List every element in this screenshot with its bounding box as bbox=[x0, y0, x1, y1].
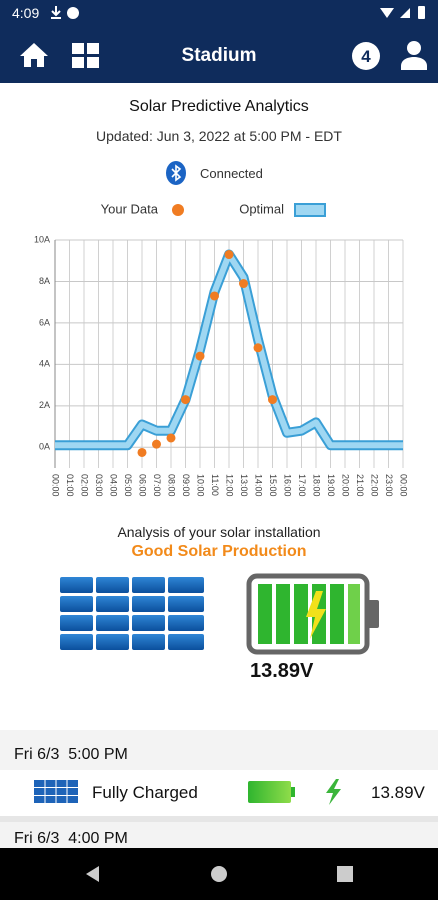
log-status: Fully Charged bbox=[92, 783, 198, 802]
x-tick-label: 22:00 bbox=[370, 474, 380, 497]
battery-graphic bbox=[246, 573, 379, 655]
notifications-button[interactable] bbox=[352, 42, 380, 70]
data-point bbox=[210, 291, 219, 301]
status-icons bbox=[51, 6, 425, 19]
log-time: Fri 6/3 4:00 PM bbox=[14, 830, 128, 847]
home-button[interactable] bbox=[20, 43, 48, 67]
x-tick-label: 21:00 bbox=[355, 474, 365, 497]
data-point bbox=[166, 433, 176, 443]
log-panel-icon bbox=[34, 780, 78, 803]
battery-voltage: 13.89V bbox=[250, 660, 314, 682]
header-title: Stadium bbox=[181, 45, 257, 66]
x-tick-label: 07:00 bbox=[152, 474, 162, 497]
y-tick-label: 10A bbox=[34, 234, 50, 244]
recents-button[interactable] bbox=[337, 866, 353, 882]
x-tick-label: 01:00 bbox=[65, 474, 75, 497]
x-tick-label: 19:00 bbox=[326, 474, 336, 497]
report-title: Solar Predictive Analytics bbox=[129, 98, 309, 115]
legend-swatch bbox=[294, 203, 326, 217]
data-point bbox=[195, 351, 205, 361]
log-divider bbox=[0, 816, 438, 822]
status-time: 4:09 bbox=[12, 5, 40, 21]
data-point bbox=[253, 343, 263, 353]
data-point bbox=[137, 447, 147, 457]
x-tick-label: 23:00 bbox=[384, 474, 394, 497]
y-tick-label: 6A bbox=[39, 317, 50, 327]
log-time: Fri 6/3 5:00 PM bbox=[14, 746, 128, 763]
header-icons bbox=[20, 6, 427, 70]
log-voltage: 13.89V bbox=[371, 783, 425, 802]
legend-label: Optimal bbox=[239, 201, 284, 216]
y-tick-label: 8A bbox=[39, 276, 50, 286]
x-tick-label: 00:00 bbox=[399, 474, 409, 497]
x-tick-label: 03:00 bbox=[94, 474, 104, 497]
x-tick-label: 09:00 bbox=[181, 474, 191, 497]
x-tick-label: 16:00 bbox=[283, 474, 293, 497]
x-tick-label: 15:00 bbox=[268, 474, 278, 497]
x-tick-label: 14:00 bbox=[254, 474, 264, 497]
x-tick-label: 04:00 bbox=[109, 474, 119, 497]
x-tick-label: 20:00 bbox=[341, 474, 351, 497]
y-tick-label: 2A bbox=[39, 400, 50, 410]
x-tick-label: 11:00 bbox=[210, 474, 220, 496]
x-tick-label: 08:00 bbox=[167, 474, 177, 497]
data-point bbox=[239, 279, 248, 289]
x-tick-label: 06:00 bbox=[138, 474, 148, 497]
dashboard-button[interactable] bbox=[72, 43, 99, 68]
x-tick-label: 05:00 bbox=[123, 474, 133, 497]
data-point bbox=[268, 395, 277, 405]
x-tick-label: 12:00 bbox=[225, 474, 235, 497]
bluetooth-icon bbox=[166, 161, 186, 185]
x-tick-label: 10:00 bbox=[196, 474, 206, 497]
data-point bbox=[181, 395, 190, 405]
log-charging-icon bbox=[326, 779, 341, 805]
home-nav-button[interactable] bbox=[211, 866, 227, 882]
data-point bbox=[152, 439, 161, 449]
x-tick-label: 02:00 bbox=[80, 474, 90, 497]
notification-count: 4 bbox=[361, 47, 371, 66]
legend-label: Your Data bbox=[101, 201, 159, 216]
log-battery-icon bbox=[248, 781, 295, 803]
connection-status: Connected bbox=[200, 166, 263, 181]
x-tick-label: 13:00 bbox=[239, 474, 249, 497]
x-tick-label: 17:00 bbox=[297, 474, 307, 497]
x-tick-label: 18:00 bbox=[312, 474, 322, 497]
report-updated: Updated: Jun 3, 2022 at 5:00 PM - EDT bbox=[96, 128, 342, 144]
y-tick-label: 0A bbox=[39, 442, 50, 452]
chart: Your Data Optimal 0A 2A 4A 6A 8A 10A 00:00 01:00 0… bbox=[34, 201, 409, 497]
legend-swatch bbox=[172, 204, 184, 216]
data-point bbox=[224, 250, 234, 260]
solar-panel-graphic bbox=[60, 577, 204, 650]
analysis-status: Good Solar Production bbox=[131, 543, 307, 560]
back-button[interactable] bbox=[86, 866, 99, 882]
profile-button[interactable] bbox=[401, 41, 427, 70]
navigation-bar bbox=[0, 848, 438, 900]
y-tick-label: 4A bbox=[39, 359, 50, 369]
x-tick-label: 00:00 bbox=[51, 474, 61, 497]
analysis-caption: Analysis of your solar installation bbox=[117, 524, 321, 540]
